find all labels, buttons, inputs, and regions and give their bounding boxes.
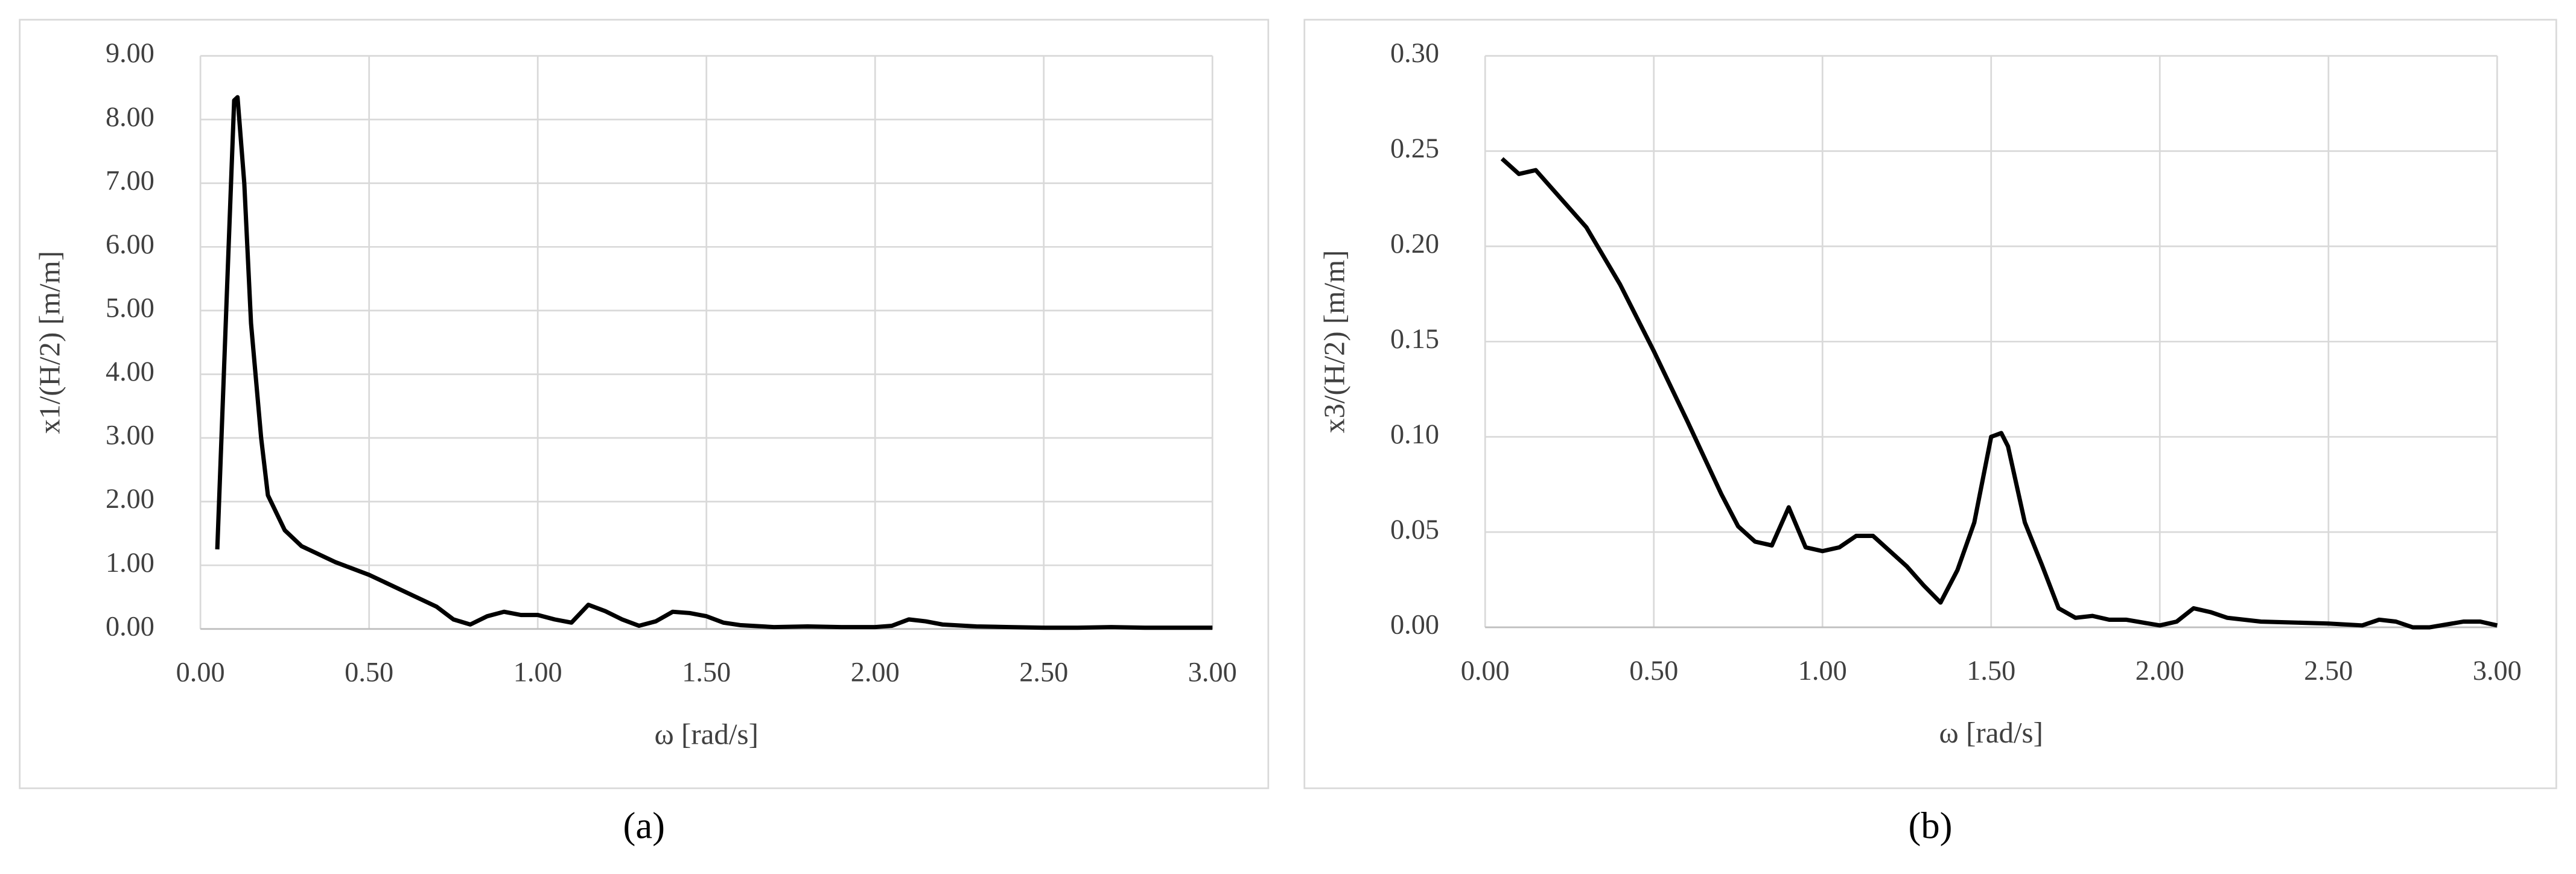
x-tick-label: 3.00 (2473, 656, 2522, 686)
y-tick-label: 0.15 (1390, 324, 1439, 355)
x-tick-label: 1.00 (1798, 656, 1847, 686)
x-tick-label: 0.00 (1461, 656, 1510, 686)
panel-frame (19, 19, 1270, 790)
panel-caption: (b) (1909, 804, 1953, 846)
y-tick-label: 0.00 (106, 611, 154, 642)
panel-caption: (a) (623, 804, 665, 846)
x-tick-label: 3.00 (1188, 657, 1237, 688)
x-axis-title: ω [rad/s] (655, 718, 758, 751)
x-axis-title: ω [rad/s] (1939, 716, 2043, 749)
x-tick-label: 0.50 (345, 657, 393, 688)
y-axis-title: x3/(H/2) [m/m] (1317, 250, 1350, 433)
x-tick-label: 0.00 (176, 657, 225, 688)
y-tick-label: 0.05 (1390, 515, 1439, 545)
panel-frame (1303, 19, 2557, 790)
x-tick-label: 1.50 (682, 657, 731, 688)
y-tick-label: 9.00 (106, 38, 154, 69)
y-tick-label: 3.00 (106, 420, 154, 451)
data-line (1500, 157, 2498, 630)
x-tick-label: 2.00 (851, 657, 900, 688)
x-tick-label: 1.00 (514, 657, 562, 688)
x-tick-label: 2.50 (2304, 656, 2353, 686)
y-axis-title: x1/(H/2) [m/m] (33, 251, 66, 434)
y-tick-label: 0.25 (1390, 133, 1439, 164)
y-tick-label: 1.00 (106, 548, 154, 578)
y-tick-label: 6.00 (106, 229, 154, 260)
y-tick-label: 0.00 (1390, 610, 1439, 641)
y-tick-label: 4.00 (106, 356, 154, 387)
x-tick-label: 2.00 (2136, 656, 2184, 686)
y-tick-label: 0.10 (1390, 419, 1439, 450)
y-tick-label: 7.00 (106, 165, 154, 196)
x-tick-label: 0.50 (1629, 656, 1678, 686)
data-line (215, 95, 1213, 630)
y-tick-label: 5.00 (106, 293, 154, 324)
x-tick-label: 2.50 (1019, 657, 1068, 688)
y-tick-label: 8.00 (106, 102, 154, 133)
x-tick-label: 1.50 (1967, 656, 2015, 686)
y-tick-label: 2.00 (106, 484, 154, 515)
y-tick-label: 0.20 (1390, 229, 1439, 259)
y-tick-label: 0.30 (1390, 38, 1439, 69)
